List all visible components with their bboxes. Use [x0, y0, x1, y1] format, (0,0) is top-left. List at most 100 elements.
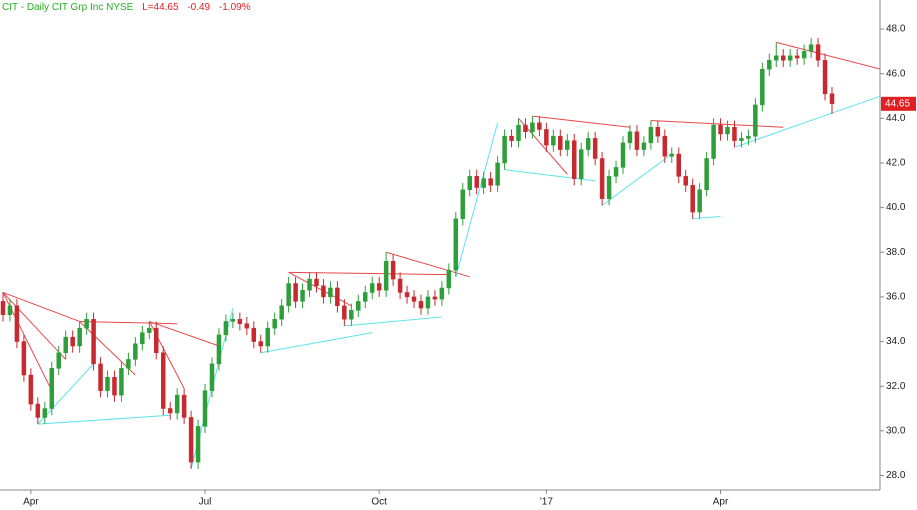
candle-body [223, 321, 229, 336]
candle-body [154, 327, 159, 353]
candle-body [704, 158, 709, 190]
y-tick-label: 48.0 [886, 24, 906, 35]
candle-body [613, 167, 619, 177]
candle-body [167, 408, 173, 414]
candle-body [35, 403, 41, 418]
candle-body [648, 126, 654, 144]
y-tick-label: 38.0 [886, 247, 906, 258]
candle-body [70, 336, 75, 347]
trendline [260, 332, 373, 354]
candle-body [140, 332, 145, 345]
y-tick-label: 44.0 [886, 113, 906, 124]
candle-body [641, 142, 647, 150]
candle-body [404, 292, 410, 298]
candle-body [307, 278, 312, 291]
candle-body [780, 55, 786, 61]
y-tick-label: 46.0 [886, 68, 906, 79]
candle-body [174, 394, 180, 414]
candle-body [578, 149, 584, 179]
candle-body [21, 341, 27, 376]
candle-body [84, 318, 89, 329]
candle-body [662, 135, 668, 157]
candle-body [537, 122, 542, 130]
candle-body [14, 305, 20, 342]
candle-body [126, 359, 131, 369]
candle-body [432, 296, 438, 300]
candle-body [787, 55, 793, 61]
candle-body [258, 341, 264, 347]
candle-body [293, 283, 298, 302]
header-name: CIT - Daily CIT Grp Inc NYSE [2, 2, 134, 13]
candle-body [209, 363, 215, 391]
trendline [692, 216, 721, 220]
trendline [288, 271, 449, 276]
candle-body [195, 426, 201, 463]
candle-body [502, 135, 507, 164]
candle-body [592, 138, 598, 159]
candle-body [376, 283, 382, 291]
candle-body [829, 93, 835, 105]
trendline [601, 153, 673, 206]
trendline [344, 316, 442, 327]
candle-body [474, 176, 479, 188]
candle-body [620, 142, 626, 168]
candle-body [732, 126, 737, 141]
candle-body [669, 153, 675, 157]
candle-body [181, 394, 187, 418]
candle-body [300, 289, 305, 302]
candle-body [383, 260, 389, 291]
candle-body [77, 327, 82, 347]
candle-body [286, 283, 291, 307]
candle-body [91, 318, 96, 365]
candle-body [460, 189, 466, 220]
candle-body [794, 55, 800, 59]
candle-body [746, 135, 751, 139]
candle-body [244, 323, 250, 329]
candle-body [523, 124, 528, 132]
candle-body [718, 124, 723, 135]
candle-body [634, 131, 640, 150]
candle-body [112, 377, 117, 396]
candle-body [516, 124, 521, 141]
candle-body [822, 60, 828, 95]
trendline [288, 271, 352, 307]
candle-body [251, 327, 257, 342]
candle-body [314, 278, 319, 286]
candle-body [397, 278, 403, 293]
candle-body [230, 318, 236, 322]
trendline [734, 95, 880, 148]
x-tick-label: Oct [371, 497, 387, 508]
candle-body [571, 140, 577, 179]
candle-body [425, 296, 431, 309]
candle-body [133, 343, 138, 360]
trendline [650, 120, 784, 128]
candle-body [369, 283, 375, 293]
candle-body [321, 285, 326, 298]
candle-body [335, 287, 340, 307]
candle-body [160, 352, 166, 409]
y-tick-label: 34.0 [886, 336, 906, 347]
candle-body [690, 185, 695, 213]
candle-body [202, 390, 208, 427]
candle-body [356, 301, 361, 311]
last-price-label: 44.65 [885, 98, 910, 109]
candle-body [599, 158, 605, 199]
candle-body [815, 44, 821, 61]
trendline [504, 169, 596, 182]
y-tick-label: 36.0 [886, 292, 906, 303]
candle-body [237, 318, 243, 324]
candle-body [760, 68, 765, 106]
candle-body [349, 310, 354, 320]
candle-body [585, 138, 591, 150]
candle-body [774, 55, 779, 61]
header: CIT - Daily CIT Grp Inc NYSE L=44.65 -0.… [2, 2, 251, 13]
trendline [455, 122, 499, 277]
candle-body [767, 60, 772, 70]
y-tick-label: 32.0 [886, 381, 906, 392]
candle-body [558, 135, 563, 150]
header-change-pct: -1.09% [219, 2, 251, 13]
candle-body [606, 176, 612, 199]
candle-body [655, 126, 661, 137]
candle-body [42, 408, 48, 418]
candle-body [28, 374, 34, 405]
